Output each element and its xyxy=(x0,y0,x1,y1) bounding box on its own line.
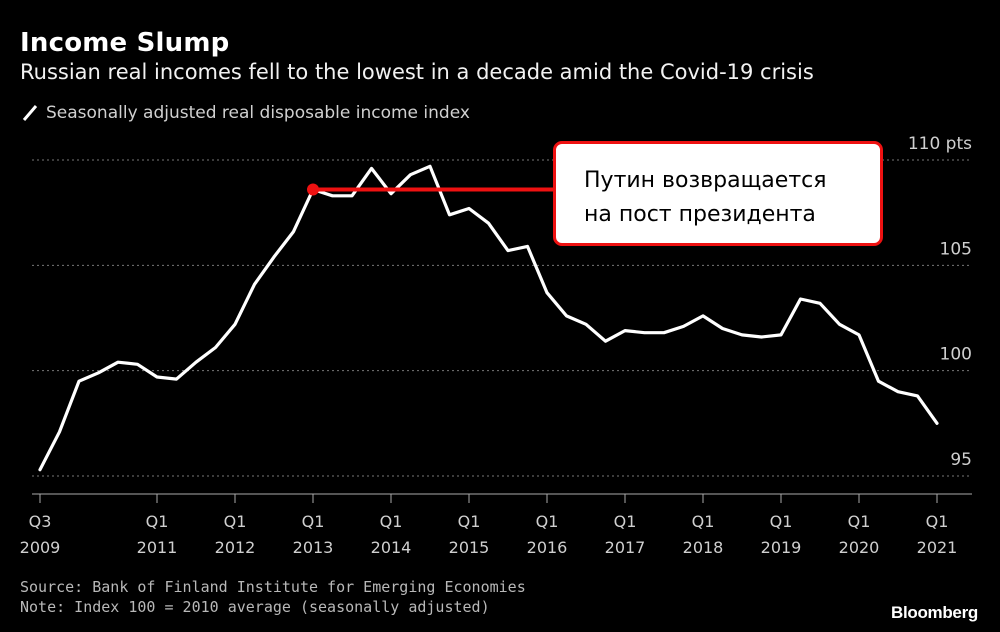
x-tick-label-year-2016: 2016 xyxy=(527,538,568,557)
x-tick-label-quarter-2012: Q1 xyxy=(224,512,247,531)
x-tick-label-quarter-2021: Q1 xyxy=(926,512,949,531)
x-tick-label-year-2017: 2017 xyxy=(605,538,646,557)
x-tick-label-quarter-2011: Q1 xyxy=(146,512,169,531)
x-tick-label-year-2021: 2021 xyxy=(917,538,958,557)
x-tick-label-quarter-2016: Q1 xyxy=(536,512,559,531)
legend-line-swatch xyxy=(22,105,38,121)
x-tick-label-year-2012: 2012 xyxy=(215,538,256,557)
x-tick-label-year-2009: 2009 xyxy=(20,538,61,557)
x-tick-label-quarter-2009: Q3 xyxy=(29,512,52,531)
annotation-text: Путин возвращается на пост президента xyxy=(584,168,827,227)
y-tick-label-95: 95 xyxy=(950,450,972,470)
x-tick-label-year-2018: 2018 xyxy=(683,538,724,557)
chart-subtitle: Russian real incomes fell to the lowest … xyxy=(20,60,814,84)
y-tick-label-105: 105 xyxy=(940,239,972,259)
legend: Seasonally adjusted real disposable inco… xyxy=(20,103,470,123)
annotation-callout: Путин возвращается на пост президента xyxy=(553,141,883,246)
y-tick-label-100: 100 xyxy=(940,345,972,365)
x-tick-label-quarter-2019: Q1 xyxy=(770,512,793,531)
x-tick-label-quarter-2017: Q1 xyxy=(614,512,637,531)
chart-title: Income Slump xyxy=(20,28,230,58)
bloomberg-logo: Bloomberg xyxy=(890,603,978,622)
x-tick-label-quarter-2013: Q1 xyxy=(302,512,325,531)
x-tick-label-quarter-2020: Q1 xyxy=(848,512,871,531)
legend-label: Seasonally adjusted real disposable inco… xyxy=(46,103,470,123)
x-tick-label-year-2019: 2019 xyxy=(761,538,802,557)
index-note: Note: Index 100 = 2010 average (seasonal… xyxy=(20,598,490,616)
x-tick-label-year-2014: 2014 xyxy=(371,538,412,557)
x-tick-label-year-2020: 2020 xyxy=(839,538,880,557)
annotation-marker xyxy=(307,183,319,196)
x-tick-label-year-2015: 2015 xyxy=(449,538,490,557)
y-tick-label-110: 110 pts xyxy=(908,134,972,154)
x-tick-label-year-2013: 2013 xyxy=(293,538,334,557)
source-note: Source: Bank of Finland Institute for Em… xyxy=(20,578,526,596)
income-index-line xyxy=(38,164,939,472)
x-tick-label-quarter-2014: Q1 xyxy=(380,512,403,531)
x-tick-label-year-2011: 2011 xyxy=(137,538,178,557)
x-tick-label-quarter-2018: Q1 xyxy=(692,512,715,531)
x-tick-label-quarter-2015: Q1 xyxy=(458,512,481,531)
